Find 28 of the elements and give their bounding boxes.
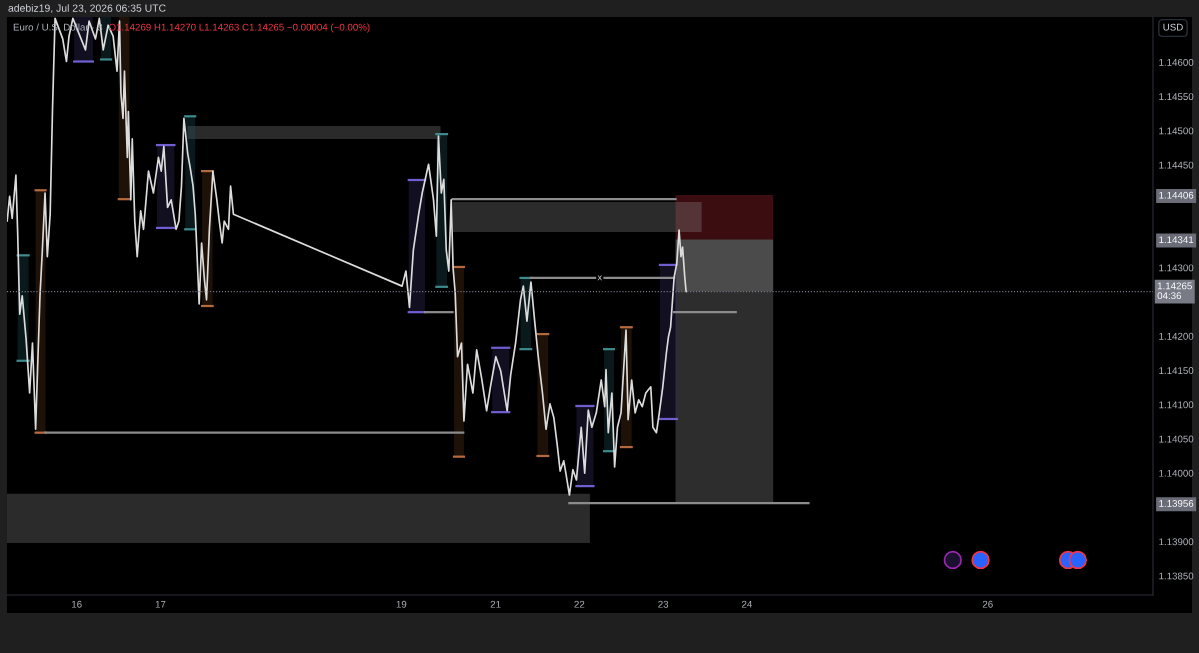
x-tick-label: 22 — [574, 600, 585, 608]
y-tick-label: 1.14150 — [1159, 367, 1194, 374]
y-axis-title: USD — [1163, 23, 1183, 31]
y-tick-label: 1.14406 — [1159, 191, 1194, 199]
annotation: x — [597, 275, 602, 281]
ref-line-label: 1.14265 04:36 — [1157, 282, 1192, 300]
chart-title: adebiz19, Jul 23, 2026 06:35 UTC — [8, 4, 166, 14]
line-series — [7, 17, 687, 496]
x-tick-label: 19 — [396, 600, 407, 608]
x-tick-label: 24 — [742, 600, 753, 608]
y-tick-label: 1.14000 — [1159, 469, 1194, 477]
x-tick-label: 21 — [490, 600, 501, 608]
x-tick-label: 17 — [155, 600, 166, 608]
y-tick-label: 1.14100 — [1159, 401, 1194, 409]
x-tick-label: 26 — [982, 600, 993, 608]
y-tick-label: 1.14200 — [1159, 332, 1194, 340]
y-tick-label: 1.14050 — [1159, 435, 1194, 443]
y-tick-label: 1.14300 — [1159, 264, 1194, 272]
y-tick-label: 1.14450 — [1159, 161, 1194, 169]
y-tick-label: 1.13956 — [1159, 499, 1194, 507]
y-tick-label: 1.13900 — [1159, 538, 1194, 546]
y-tick-label: 1.14500 — [1159, 127, 1194, 135]
y-tick-label: 1.14550 — [1159, 93, 1194, 101]
x-tick-label: 23 — [658, 600, 669, 608]
y-tick-label: 1.14600 — [1159, 58, 1194, 66]
y-tick-label: 1.14341 — [1159, 236, 1194, 244]
y-tick-label: 1.13850 — [1159, 572, 1194, 580]
x-tick-label: 16 — [72, 600, 82, 608]
